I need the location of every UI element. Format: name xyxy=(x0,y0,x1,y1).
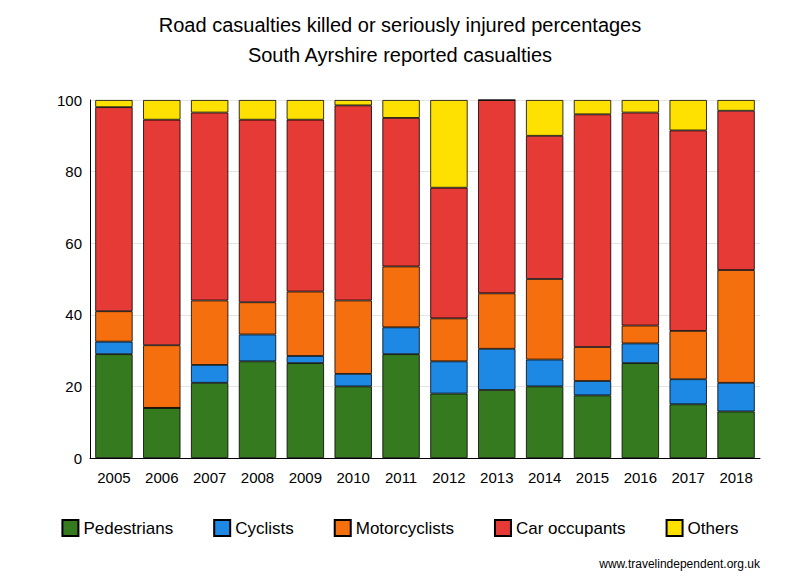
svg-text:2010: 2010 xyxy=(337,469,370,486)
svg-text:Road casualties killed or seri: Road casualties killed or seriously inju… xyxy=(159,14,641,36)
svg-text:2007: 2007 xyxy=(193,469,226,486)
svg-text:Motorcyclists: Motorcyclists xyxy=(356,519,454,538)
svg-text:0: 0 xyxy=(74,450,82,467)
svg-text:2006: 2006 xyxy=(145,469,178,486)
svg-text:2009: 2009 xyxy=(289,469,322,486)
svg-text:South Ayrshire reported casual: South Ayrshire reported casualties xyxy=(248,44,552,66)
svg-text:20: 20 xyxy=(65,378,82,395)
svg-text:2017: 2017 xyxy=(672,469,705,486)
svg-text:2011: 2011 xyxy=(385,469,417,486)
svg-text:2014: 2014 xyxy=(528,469,561,486)
svg-text:2013: 2013 xyxy=(480,469,513,486)
svg-text:60: 60 xyxy=(65,235,82,252)
svg-text:Others: Others xyxy=(688,519,739,538)
svg-text:www.travelindependent.org.uk: www.travelindependent.org.uk xyxy=(598,557,761,571)
svg-text:100: 100 xyxy=(57,92,82,109)
svg-text:2016: 2016 xyxy=(624,469,657,486)
svg-text:2008: 2008 xyxy=(241,469,274,486)
svg-text:80: 80 xyxy=(65,163,82,180)
svg-text:Cyclists: Cyclists xyxy=(235,519,294,538)
svg-text:Pedestrians: Pedestrians xyxy=(83,519,173,538)
svg-text:40: 40 xyxy=(65,306,82,323)
svg-text:Car occupants: Car occupants xyxy=(516,519,626,538)
svg-text:2012: 2012 xyxy=(432,469,465,486)
svg-text:2005: 2005 xyxy=(97,469,130,486)
svg-text:2015: 2015 xyxy=(576,469,609,486)
svg-text:2018: 2018 xyxy=(719,469,752,486)
